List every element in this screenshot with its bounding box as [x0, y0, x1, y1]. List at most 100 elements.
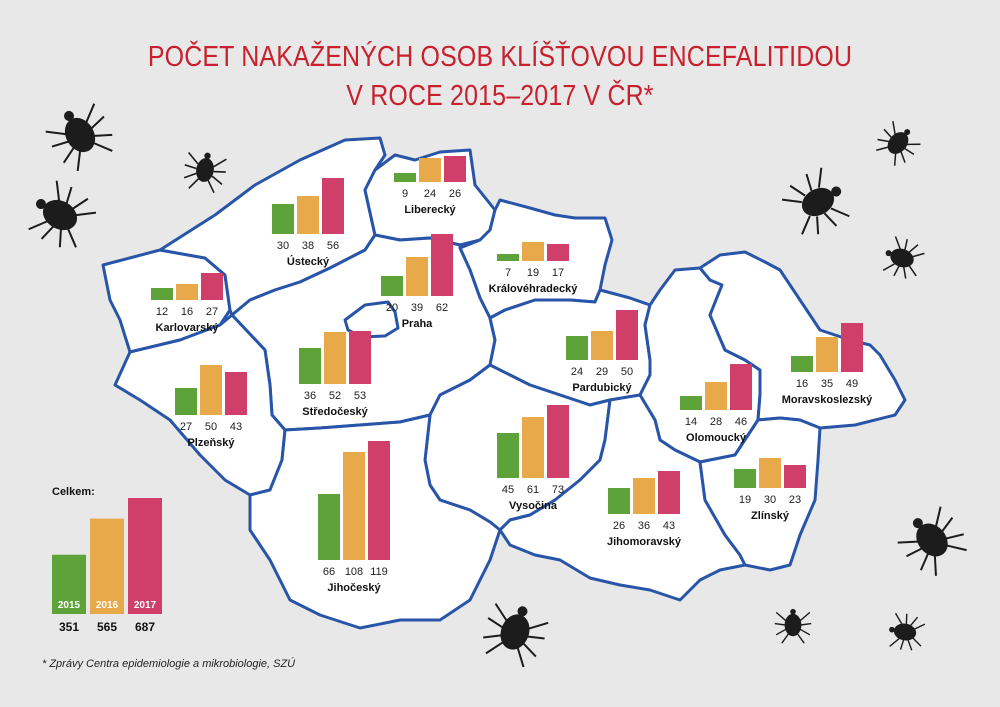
value-label: 23 [789, 494, 801, 506]
region-shape-zlinsky [698, 416, 822, 572]
bar-moravskoslezsky-2015 [791, 356, 813, 372]
bar-liberecky-2016 [419, 158, 441, 182]
value-label: 29 [596, 366, 608, 378]
title-line-1: POČET NAKAŽENÝCH OSOB KLÍŠŤOVOU ENCEFALI… [147, 41, 853, 73]
value-label: 43 [663, 520, 675, 532]
total-value-label: 351 [59, 620, 79, 634]
footnote: * Zprávy Centra epidemiologie a mikrobio… [42, 658, 296, 670]
value-label: 30 [277, 240, 289, 252]
total-bar-2015 [52, 554, 86, 614]
year-label: 2017 [134, 600, 157, 611]
value-label: 7 [505, 267, 511, 279]
bar-kralovehradecky-2017 [547, 244, 569, 261]
value-label: 16 [796, 378, 808, 390]
total-value-label: 565 [97, 620, 117, 634]
bar-stredocesky-2017 [349, 331, 371, 384]
bar-stredocesky-2016 [324, 332, 346, 384]
bar-olomoucky-2015 [680, 396, 702, 410]
tick-icon [45, 103, 113, 172]
bar-jihocesky-2017 [368, 441, 390, 560]
title-line-2: V ROCE 2015–2017 V ČR* [346, 80, 654, 112]
bar-zlinsky-2015 [734, 469, 756, 488]
bar-stredocesky-2015 [299, 348, 321, 384]
value-label: 35 [821, 378, 833, 390]
year-label: 2016 [96, 600, 119, 611]
value-label: 73 [552, 484, 564, 496]
bar-olomoucky-2017 [730, 364, 752, 410]
bar-moravskoslezsky-2016 [816, 337, 838, 372]
region-chart-jihomoravsky: 26 36 43 Jihomoravský [607, 471, 682, 548]
value-label: 45 [502, 484, 514, 496]
bar-zlinsky-2017 [784, 465, 806, 488]
tick-icon [897, 506, 967, 576]
region-chart-zlinsky: 19 30 23 Zlínský [734, 458, 806, 522]
value-label: 26 [613, 520, 625, 532]
value-label: 17 [552, 267, 564, 279]
totals-chart: Celkem: 2015 351 2016 565 2017 687 [52, 486, 162, 634]
bar-plzensky-2015 [175, 388, 197, 415]
value-label: 9 [402, 188, 408, 200]
tick-icon [483, 603, 549, 668]
region-name-label: Pardubický [572, 382, 632, 394]
region-chart-karlovarsky: 12 16 27 Karlovarský [151, 273, 223, 334]
value-label: 61 [527, 484, 539, 496]
value-label: 27 [206, 306, 218, 318]
value-label: 20 [386, 302, 398, 314]
region-chart-ustecky: 30 38 56 Ústecký [272, 178, 344, 268]
value-label: 14 [685, 416, 697, 428]
bar-vysocina-2017 [547, 405, 569, 478]
value-label: 46 [735, 416, 747, 428]
bar-kralovehradecky-2016 [522, 242, 544, 261]
region-name-label: Zlínský [751, 510, 790, 522]
region-name-label: Jihočeský [327, 582, 381, 594]
bar-jihocesky-2015 [318, 494, 340, 560]
value-label: 30 [764, 494, 776, 506]
region-chart-jihocesky: 66 108 119 Jihočeský [318, 441, 390, 594]
value-label: 56 [327, 240, 339, 252]
bar-karlovarsky-2017 [201, 273, 223, 300]
region-shape-moravskoslezsky [698, 250, 907, 430]
region-name-label: Liberecký [404, 204, 456, 216]
value-label: 16 [181, 306, 193, 318]
bar-karlovarsky-2015 [151, 288, 173, 300]
bar-ustecky-2016 [297, 196, 319, 234]
total-value-label: 687 [135, 620, 155, 634]
total-bar-2017 [128, 498, 162, 614]
region-name-label: Moravskoslezský [782, 394, 873, 406]
region-name-label: Ústecký [287, 255, 330, 268]
value-label: 36 [304, 390, 316, 402]
value-label: 50 [205, 421, 217, 433]
region-name-label: Karlovarský [156, 322, 220, 334]
bar-karlovarsky-2016 [176, 284, 198, 300]
bar-jihomoravsky-2015 [608, 488, 630, 514]
region-chart-stredocesky: 36 52 53 Středočeský [299, 331, 371, 418]
tick-icon [774, 608, 812, 644]
bar-praha-2016 [406, 257, 428, 296]
bar-praha-2015 [381, 276, 403, 296]
value-label: 62 [436, 302, 448, 314]
value-label: 26 [449, 188, 461, 200]
tick-icon [183, 151, 227, 194]
bar-jihocesky-2016 [343, 452, 365, 560]
bar-ustecky-2015 [272, 204, 294, 234]
bar-moravskoslezsky-2017 [841, 323, 863, 372]
value-label: 28 [710, 416, 722, 428]
value-label: 36 [638, 520, 650, 532]
region-chart-plzensky: 27 50 43 Plzeňský [175, 365, 247, 449]
tick-icon [882, 236, 925, 279]
region-chart-moravskoslezsky: 16 35 49 Moravskoslezský [782, 323, 873, 406]
value-label: 24 [571, 366, 583, 378]
tick-icon [28, 180, 97, 248]
bar-kralovehradecky-2015 [497, 254, 519, 261]
bar-jihomoravsky-2016 [633, 478, 655, 514]
value-label: 24 [424, 188, 436, 200]
region-name-label: Středočeský [302, 406, 368, 418]
bar-vysocina-2016 [522, 417, 544, 478]
total-bar-2016 [90, 518, 124, 614]
totals-label: Celkem: [52, 486, 95, 498]
tick-decorations [28, 103, 967, 668]
region-chart-vysocina: 45 61 73 Vysočina [497, 405, 569, 512]
region-name-label: Královéhradecký [489, 283, 579, 295]
value-label: 43 [230, 421, 242, 433]
